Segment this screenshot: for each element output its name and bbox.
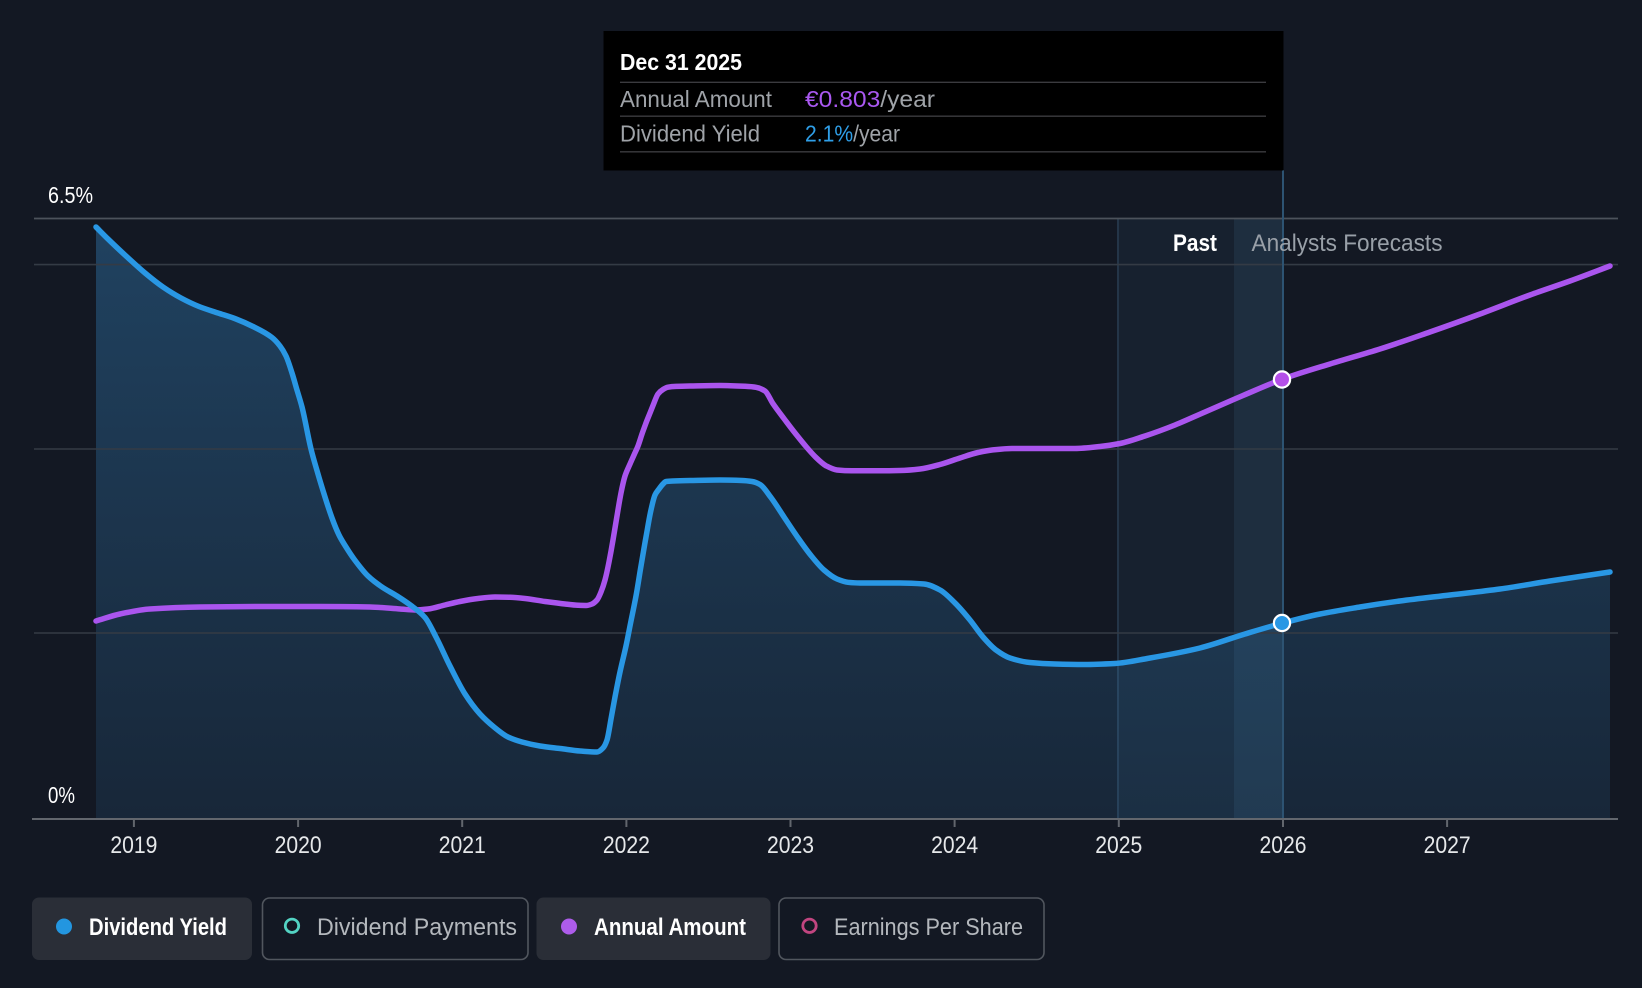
svg-text:2024: 2024 [931,832,978,859]
svg-text:2021: 2021 [439,832,486,859]
svg-text:Earnings Per Share: Earnings Per Share [834,914,1023,941]
svg-text:Annual Amount: Annual Amount [620,86,773,112]
svg-text:Dividend Yield: Dividend Yield [89,914,227,941]
svg-text:2022: 2022 [603,832,650,859]
svg-text:€0.803/year: €0.803/year [805,86,935,112]
svg-text:Past: Past [1173,230,1217,257]
svg-text:2019: 2019 [110,832,157,859]
svg-text:Analysts Forecasts: Analysts Forecasts [1252,230,1443,257]
svg-text:6.5%: 6.5% [48,182,93,208]
svg-text:Dividend Payments: Dividend Payments [317,914,517,941]
svg-text:Dividend Yield: Dividend Yield [620,121,760,147]
svg-text:2026: 2026 [1260,832,1307,859]
svg-text:Dec 31 2025: Dec 31 2025 [620,49,742,75]
svg-text:2023: 2023 [767,832,814,859]
svg-text:2027: 2027 [1424,832,1471,859]
svg-text:2020: 2020 [275,832,322,859]
svg-text:Annual Amount: Annual Amount [594,914,746,941]
svg-text:2.1%/year: 2.1%/year [805,121,900,147]
svg-text:2025: 2025 [1095,832,1142,859]
svg-text:0%: 0% [48,782,75,808]
